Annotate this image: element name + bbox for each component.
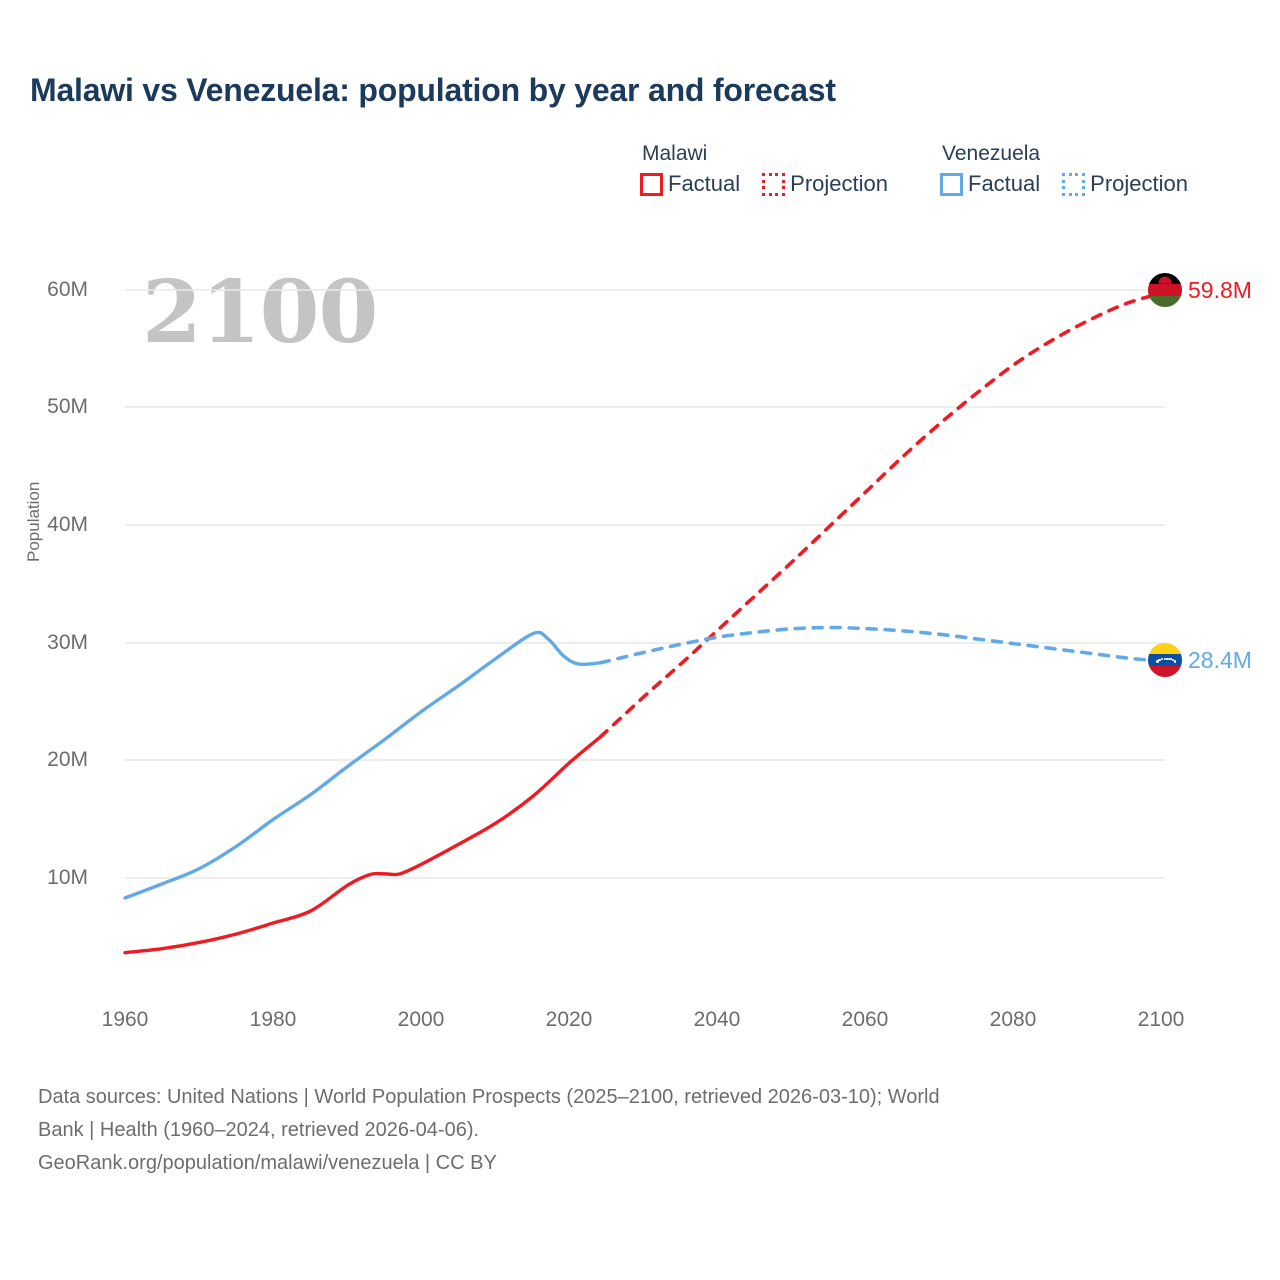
end-value-venezuela: 28.4M xyxy=(1188,646,1252,673)
x-tick-2040: 2040 xyxy=(693,1008,741,1031)
gridlines xyxy=(125,289,1165,879)
x-tick-2080: 2080 xyxy=(989,1008,1037,1031)
series-path-venezuela-projection xyxy=(598,625,1167,665)
legend-label-malawi-projection: Projection xyxy=(790,171,888,197)
legend-label-malawi-factual: Factual xyxy=(668,171,741,197)
legend-item-venezuela-projection[interactable]: Projection xyxy=(1062,171,1188,197)
venezuela-flag-icon xyxy=(1148,643,1182,677)
legend-swatch-solid-blue-icon xyxy=(940,172,963,196)
chart-legend: Malawi Factual Projection Venezuela Fact… xyxy=(640,142,1188,197)
legend-country-venezuela: Venezuela xyxy=(942,142,1041,165)
y-tick-60M: 60M xyxy=(47,278,88,301)
series-path-malawi-projection xyxy=(598,290,1167,739)
y-tick-20M: 20M xyxy=(47,748,88,771)
y-tick-30M: 30M xyxy=(47,631,88,654)
legend-group-malawi: Malawi Factual Projection xyxy=(640,142,888,197)
footer-line-1: Data sources: United Nations | World Pop… xyxy=(38,1086,940,1108)
legend-item-malawi-factual[interactable]: Factual xyxy=(640,171,740,197)
x-tick-2060: 2060 xyxy=(841,1008,889,1031)
legend-label-venezuela-factual: Factual xyxy=(968,171,1041,197)
series-lines xyxy=(123,290,1167,955)
malawi-flag-icon xyxy=(1148,273,1182,307)
end-value-malawi: 59.8M xyxy=(1188,276,1252,303)
venezuela-stars-icon xyxy=(1148,654,1182,665)
legend-item-venezuela-factual[interactable]: Factual xyxy=(940,171,1040,197)
footer-line-2: Bank | Health (1960–2024, retrieved 2026… xyxy=(38,1119,480,1141)
legend-label-venezuela-projection: Projection xyxy=(1090,171,1188,197)
x-tick-1960: 1960 xyxy=(101,1008,149,1031)
legend-swatch-dotted-red-icon xyxy=(762,172,786,196)
legend-group-venezuela: Venezuela Factual Projection xyxy=(940,142,1188,197)
end-marker-venezuela: 28.4M xyxy=(1148,643,1252,677)
legend-swatch-solid-red-icon xyxy=(640,172,663,196)
watermark-year: 2100 xyxy=(142,262,378,363)
x-tick-1980: 1980 xyxy=(249,1008,297,1031)
y-tick-40M: 40M xyxy=(47,513,88,536)
series-path-venezuela-factual xyxy=(123,630,603,900)
x-tick-2100: 2100 xyxy=(1137,1008,1185,1031)
footer-sources: Data sources: United Nations | World Pop… xyxy=(38,1082,1228,1179)
legend-item-malawi-projection[interactable]: Projection xyxy=(762,171,888,197)
legend-country-malawi: Malawi xyxy=(642,142,708,165)
series-path-malawi-factual xyxy=(123,735,603,955)
legend-swatch-dotted-blue-icon xyxy=(1062,172,1086,196)
end-marker-malawi: 59.8M xyxy=(1148,273,1252,307)
x-tick-2000: 2000 xyxy=(397,1008,445,1031)
x-tick-2020: 2020 xyxy=(545,1008,593,1031)
page-title: Malawi vs Venezuela: population by year … xyxy=(30,72,836,108)
footer-line-3: GeoRank.org/population/malawi/venezuela … xyxy=(38,1152,497,1174)
y-tick-50M: 50M xyxy=(47,395,88,418)
y-tick-10M: 10M xyxy=(47,866,88,889)
